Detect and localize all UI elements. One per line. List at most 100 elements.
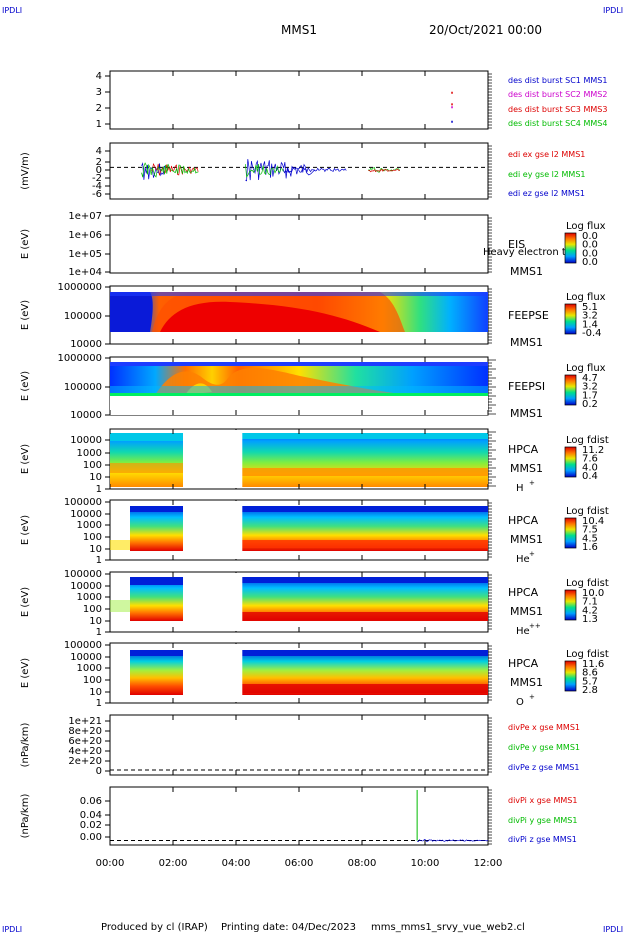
- feepsi-ytick-label: 1000000: [57, 353, 102, 364]
- eis-ytick-label: 1e+05: [68, 249, 102, 260]
- feepse-colorbar-tick: 5.1: [582, 302, 598, 313]
- feepse-colorbar-tick: 3.2: [582, 311, 598, 322]
- hpca_o-ytick-label: 100000: [64, 640, 102, 651]
- hpca_h-species: H: [516, 483, 524, 494]
- eis-colorbar-tick: 0.0: [582, 248, 598, 259]
- corner-mark-tr: IPDLI: [603, 6, 623, 15]
- hpca_hepp-ytick-label: 1: [96, 627, 102, 638]
- eis-colorbar-title: Log flux: [566, 221, 606, 232]
- hpca_hepp-spacecraft: MMS1: [510, 605, 543, 618]
- divpe-legend-2: divPe z gse MMS1: [508, 763, 579, 772]
- hpca_o-species: O: [516, 697, 524, 708]
- panel-divpi-frame: [109, 786, 489, 846]
- feepsi-colorbar-tick: 3.2: [582, 382, 598, 393]
- divpe-ytick-label: 8e+20: [68, 726, 102, 737]
- edi-ez-trace: [245, 159, 316, 182]
- hpca_h-spacecraft: MMS1: [510, 462, 543, 475]
- eis-colorbar: [564, 232, 577, 264]
- hpca_hepp-instrument: HPCA: [508, 586, 539, 599]
- divpi-z-trace: [417, 839, 489, 843]
- hpca_he-colorbar-tick: 1.6: [582, 542, 598, 553]
- divpi-ytick-label: 0.00: [80, 832, 102, 843]
- edi-legend-2: edi ez gse l2 MMS1: [508, 189, 585, 198]
- feepse-ytick-label: 1000000: [57, 282, 102, 293]
- edi-ex-trace: [368, 168, 400, 173]
- burst-point: [451, 91, 453, 94]
- feepse-spectrogram: [110, 292, 488, 332]
- footer-script: mms_mms1_srvy_vue_web2.cl: [371, 922, 525, 933]
- eis-spacecraft: MMS1: [510, 265, 543, 278]
- hpca_he-ytick-label: 1000: [77, 520, 102, 531]
- divpi-ylabel: (nPa/km): [20, 794, 31, 839]
- edi-ez-trace: [141, 162, 167, 180]
- feepse-colorbar-title: Log flux: [566, 292, 606, 303]
- edi-ytick-label: -6: [92, 189, 102, 200]
- edi-ytick-label: -4: [92, 181, 102, 192]
- burst-point: [451, 103, 453, 106]
- feepsi-colorbar-tick: 4.7: [582, 373, 598, 384]
- edi-ez-trace: [282, 166, 347, 174]
- feepsi-ytick-label: 10000: [70, 410, 102, 421]
- hpca_o-colorbar-title: Log fdist: [566, 649, 609, 660]
- hpca_o-colorbar-tick: 5.7: [582, 676, 598, 687]
- burst-point: [451, 120, 453, 123]
- hpca_hepp-colorbar: [564, 589, 577, 621]
- divpi-legend-2: divPi z gse MMS1: [508, 835, 577, 844]
- hpca-hepp-spectrogram: [110, 577, 488, 621]
- eis-instrument: EIS: [508, 238, 525, 251]
- x-tick-label: 02:00: [159, 858, 188, 869]
- hpca_he-colorbar: [564, 517, 577, 549]
- feepse-ytick-label: 100000: [64, 311, 102, 322]
- hpca_h-colorbar-tick: 11.2: [582, 445, 604, 456]
- hpca_he-colorbar-tick: 4.5: [582, 533, 598, 544]
- hpca_he-ytick-label: 10000: [70, 509, 102, 520]
- hpca_h-colorbar: [564, 446, 577, 478]
- hpca_h-ytick-label: 1: [96, 484, 102, 495]
- divpe-ytick-label: 6e+20: [68, 736, 102, 747]
- edi-ytick-label: 0: [96, 165, 102, 176]
- hpca_he-ytick-label: 100: [83, 532, 102, 543]
- hpca_he-colorbar-tick: 10.4: [582, 516, 604, 527]
- feepse-colorbar: [564, 303, 577, 335]
- x-tick-label: 08:00: [348, 858, 377, 869]
- divpe-ytick-label: 4e+20: [68, 746, 102, 757]
- footer-printed: Printing date: 04/Dec/2023: [221, 922, 356, 933]
- hpca_hepp-colorbar-tick: 10.0: [582, 588, 604, 599]
- feepsi-ylabel: E (eV): [20, 371, 31, 401]
- hpca_hepp-species: He: [516, 626, 530, 637]
- divpe-ylabel: (nPa/km): [20, 723, 31, 768]
- hpca_hepp-colorbar-tick: 1.3: [582, 614, 598, 625]
- corner-mark-bl: IPDLI: [2, 925, 22, 934]
- feepse-colorbar-tick: 1.4: [582, 319, 598, 330]
- burst-ytick-label: 3: [96, 87, 102, 98]
- hpca_hepp-colorbar-tick: 7.1: [582, 597, 598, 608]
- hpca_hepp-ytick-label: 100000: [64, 569, 102, 580]
- hpca_o-ytick-label: 10000: [70, 652, 102, 663]
- hpca_hepp-ytick-label: 100: [83, 604, 102, 615]
- feepse-spacecraft: MMS1: [510, 336, 543, 349]
- feepsi-instrument: FEEPSI: [508, 380, 545, 393]
- hpca_hepp-colorbar-tick: 4.2: [582, 605, 598, 616]
- feepsi-ytick-label: 100000: [64, 382, 102, 393]
- hpca_h-colorbar-tick: 4.0: [582, 462, 598, 473]
- x-tick-label: 06:00: [285, 858, 314, 869]
- feepsi-colorbar-title: Log flux: [566, 363, 606, 374]
- hpca_he-data-gap: [184, 501, 243, 559]
- hpca_h-instrument: HPCA: [508, 443, 539, 456]
- hpca_h-ylabel: E (eV): [20, 444, 31, 474]
- hpca_he-instrument: HPCA: [508, 514, 539, 527]
- hpca_h-ytick-label: 1000: [77, 448, 102, 459]
- feepse-instrument: FEEPSE: [508, 309, 549, 322]
- divpe-legend-0: divPe x gse MMS1: [508, 723, 580, 732]
- feepsi-spectrogram: [110, 362, 488, 395]
- chart-dynamic-layer: 4 3 2 1 des dist burst SC1 MMS1 des dist burs…: [20, 71, 609, 869]
- hpca_h-ytick-label: 10000: [70, 435, 102, 446]
- burst-legend-2: des dist burst SC3 MMS3: [508, 105, 607, 114]
- burst-legend-3: des dist burst SC4 MMS4: [508, 119, 607, 128]
- hpca_h-data-gap: [184, 430, 243, 488]
- eis-ytick-label: 1e+06: [68, 230, 102, 241]
- hpca_o-instrument: HPCA: [508, 657, 539, 670]
- hpca_h-ytick-label: 100: [83, 460, 102, 471]
- edi-ytick-label: -2: [92, 173, 102, 184]
- hpca_h-colorbar-title: Log fdist: [566, 435, 609, 446]
